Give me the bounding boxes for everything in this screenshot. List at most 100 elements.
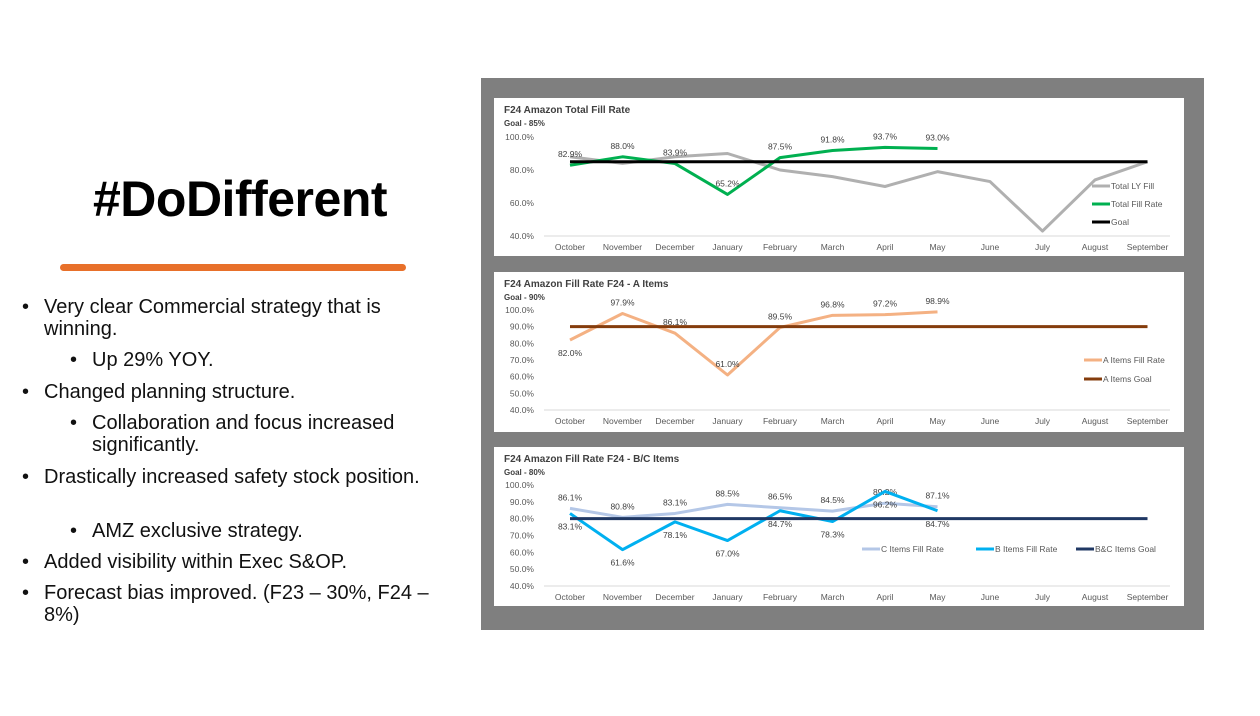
x-tick-label: January [712, 416, 743, 426]
legend-label: Goal [1111, 217, 1129, 227]
bullet-dot-icon: • [22, 296, 30, 318]
data-label: 96.2% [873, 499, 898, 509]
y-tick-label: 50.0% [510, 564, 535, 574]
data-label: 91.8% [820, 135, 845, 145]
y-tick-label: 50.0% [510, 388, 535, 398]
data-label: 98.9% [925, 296, 950, 306]
bullet: • Drastically increased safety stock posi… [22, 466, 444, 488]
legend-label: Total LY Fill [1111, 181, 1154, 191]
x-tick-label: September [1127, 416, 1169, 426]
data-label: 80.8% [610, 501, 635, 511]
y-tick-label: 100.0% [505, 132, 534, 142]
x-tick-label: September [1127, 242, 1169, 252]
x-tick-label: April [876, 416, 893, 426]
data-label: 93.7% [873, 131, 898, 141]
x-tick-label: January [712, 592, 743, 602]
data-label: 83.9% [663, 148, 688, 158]
slide-title: #DoDifferent [92, 171, 388, 227]
x-tick-label: August [1082, 592, 1109, 602]
y-tick-label: 60.0% [510, 372, 535, 382]
legend-label: B Items Fill Rate [995, 544, 1058, 554]
y-tick-label: 40.0% [510, 405, 535, 415]
y-tick-label: 80.0% [510, 514, 535, 524]
legend-label: A Items Fill Rate [1103, 355, 1165, 365]
data-label: 97.9% [610, 298, 635, 308]
data-label: 96.8% [820, 299, 845, 309]
x-tick-label: October [555, 416, 585, 426]
bullet-dot-icon: • [70, 520, 78, 542]
orange-brush-underline [60, 264, 406, 271]
x-tick-label: September [1127, 592, 1169, 602]
bc-items-fill-rate-chart: F24 Amazon Fill Rate F24 - B/C Items Goal… [494, 447, 1184, 606]
legend-label: Total Fill Rate [1111, 199, 1163, 209]
chart-subtitle: Goal - 80% [504, 468, 545, 477]
x-tick-label: March [821, 242, 845, 252]
data-label: 83.1% [558, 521, 583, 531]
chart-subtitle: Goal - 85% [504, 119, 545, 128]
x-tick-label: June [981, 416, 1000, 426]
data-label: 78.1% [663, 530, 688, 540]
data-label: 93.0% [925, 133, 950, 143]
x-tick-label: July [1035, 416, 1051, 426]
legend-label: B&C Items Goal [1095, 544, 1156, 554]
data-label: 82.9% [558, 149, 583, 159]
y-tick-label: 90.0% [510, 322, 535, 332]
bullet-dot-icon: • [22, 551, 30, 573]
x-tick-label: December [655, 416, 694, 426]
bullet-dot-icon: • [22, 466, 30, 488]
total-fill-rate-chart: F24 Amazon Total Fill Rate Goal - 85% 100.… [494, 98, 1184, 256]
y-tick-label: 70.0% [510, 531, 535, 541]
bullet: • Changed planning structure. [22, 381, 444, 403]
data-label: 83.1% [663, 497, 688, 507]
bullet-text: Added visibility within Exec S&OP. [44, 551, 348, 573]
y-tick-label: 80.0% [510, 165, 535, 175]
x-tick-label: November [603, 416, 642, 426]
bullet-dot-icon: • [70, 349, 78, 371]
data-label: 84.5% [820, 495, 845, 505]
x-tick-label: February [763, 416, 798, 426]
x-tick-label: November [603, 592, 642, 602]
data-label: 65.2% [715, 178, 740, 188]
x-tick-label: July [1035, 592, 1051, 602]
series-line [569, 310, 938, 377]
x-tick-label: March [821, 592, 845, 602]
x-tick-label: April [876, 592, 893, 602]
sub-bullet: • Up 29% YOY. [70, 349, 422, 371]
data-label: 89.5% [768, 312, 793, 322]
chart-title: F24 Amazon Fill Rate F24 - A Items [504, 279, 669, 290]
bullet-text: Collaboration and focus increased signif… [92, 412, 395, 456]
data-label: 86.1% [663, 317, 688, 327]
data-label: 61.0% [715, 359, 740, 369]
a-items-fill-rate-chart: F24 Amazon Fill Rate F24 - A Items Goal -… [494, 272, 1184, 432]
bullet: • Forecast bias improved. (F23 – 30%, F24… [22, 582, 444, 626]
y-tick-label: 60.0% [510, 198, 535, 208]
data-label: 84.7% [925, 519, 950, 529]
x-tick-label: November [603, 242, 642, 252]
x-tick-label: February [763, 242, 798, 252]
series-line [569, 489, 939, 552]
bullet-text: Changed planning structure. [44, 381, 296, 403]
x-tick-label: May [929, 416, 946, 426]
data-label: 88.5% [715, 488, 740, 498]
data-label: 67.0% [715, 549, 740, 559]
y-tick-label: 60.0% [510, 547, 535, 557]
y-tick-label: 40.0% [510, 231, 535, 241]
x-tick-label: June [981, 242, 1000, 252]
data-label: 61.6% [610, 558, 635, 568]
legend-label: C Items Fill Rate [881, 544, 944, 554]
x-tick-label: October [555, 242, 585, 252]
data-label: 87.5% [768, 142, 793, 152]
bullet-text: Forecast bias improved. (F23 – 30%, F24 … [44, 582, 429, 626]
y-tick-label: 90.0% [510, 497, 535, 507]
data-label: 78.3% [820, 530, 845, 540]
x-tick-label: April [876, 242, 893, 252]
bullet-dot-icon: • [22, 381, 30, 403]
x-tick-label: June [981, 592, 1000, 602]
x-tick-label: August [1082, 416, 1109, 426]
bullet: • Very clear Commercial strategy that is … [22, 296, 444, 340]
data-label: 87.1% [925, 491, 950, 501]
y-tick-label: 100.0% [505, 305, 534, 315]
data-label: 86.5% [768, 492, 793, 502]
bullet: • Added visibility within Exec S&OP. [22, 551, 444, 573]
